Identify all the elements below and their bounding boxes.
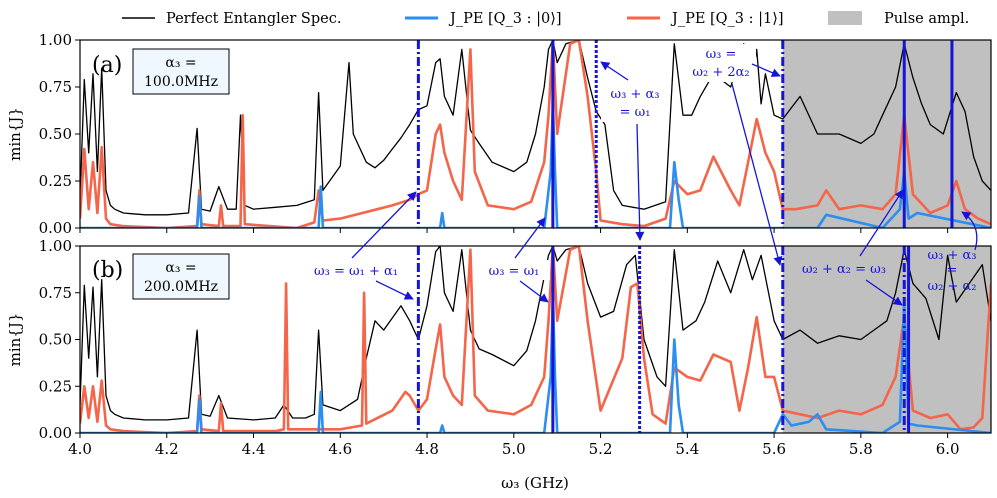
y-tick-label-a-1: 0.25: [39, 172, 72, 190]
annot-a-upper-line2: = ω₁: [620, 105, 651, 120]
x-tick-label-b-7: 5.4: [675, 440, 699, 458]
annot-b-right-text: ω₂ + α₂ = ω₃: [802, 262, 886, 277]
annot-a-right-line2: ω₂ + 2α₂: [692, 65, 749, 80]
annot-a-upper-arrow-2: [635, 123, 645, 241]
y-tick-label-b-4: 1.00: [39, 237, 72, 255]
annot-a-upper-arrow-1: [600, 61, 629, 81]
annot-b-right-bg: [792, 258, 896, 278]
panel-a-labels: (a) α₃ = 100.0MHz: [92, 48, 230, 95]
x-tick-label-b-8: 5.6: [762, 440, 786, 458]
y-axis-label-a: min{J}: [6, 107, 24, 161]
panel-b-labels: (b) α₃ = 200.0MHz: [92, 253, 230, 300]
series-jpe-0-line-b: [80, 291, 991, 433]
y-tick-label-b-1: 0.25: [39, 377, 72, 395]
x-tick-label-b-6: 5.2: [589, 440, 613, 458]
y-tick-label-a-4: 1.00: [39, 31, 72, 49]
annot-b-left-arrow-2: [375, 280, 414, 300]
annot-b-far-line2: =: [947, 263, 958, 278]
x-tick-label-b-10: 6.0: [936, 440, 960, 458]
annot-b-left-bg: [303, 260, 409, 280]
series-jpe-1-line-b: [80, 246, 991, 433]
annot-b-right-arrow-2: [865, 279, 903, 306]
panel-b-alpha-line1: α₃ =: [165, 260, 196, 276]
panel-b-tag: (b): [92, 258, 123, 283]
legend-spec-label: Perfect Entangler Spec.: [166, 11, 341, 27]
x-axis-label: ω₃ (GHz): [501, 474, 569, 492]
panel-a-tag: (a): [92, 53, 122, 78]
annot-b-far-line1: ω₃ + α₃: [928, 248, 977, 263]
panel-b-alpha-box: [132, 253, 230, 300]
y-axis-label-b: min{J}: [6, 313, 24, 367]
annotations: ω₃ + α₃ = ω₁ ω₃ = ω₂ + 2α₂ ω₃ = ω₁ + α₁ …: [303, 44, 978, 306]
panel-a-alpha-line1: α₃ =: [165, 55, 196, 71]
annot-b-left-text: ω₃ = ω₁ + α₁: [314, 264, 398, 279]
y-tick-label-a-3: 0.75: [39, 78, 72, 96]
panel-a-alpha-line2: 100.0MHz: [144, 74, 218, 90]
x-tick-label-b-2: 4.4: [242, 440, 266, 458]
series-jpe-1-line-a: [80, 40, 991, 228]
legend-red-label: J_PE [Q_3 : |1⟩]: [670, 11, 784, 27]
legend-pulse-swatch: [828, 11, 862, 25]
annot-b-mid-arrow-2: [519, 280, 549, 303]
legend-blue-label: J_PE [Q_3 : |0⟩]: [448, 11, 562, 27]
annot-a-right-bg: [686, 44, 756, 82]
pulse-region-a: [782, 40, 991, 228]
annot-b-mid-arrow-1: [514, 217, 546, 259]
y-tick-label-b-0: 0.00: [39, 424, 72, 442]
annot-a-right-line1: ω₃ =: [706, 47, 737, 62]
panel-b-alpha-line2: 200.0MHz: [144, 279, 218, 295]
annot-a-right-arrow-1: [751, 63, 781, 77]
x-tick-label-b-3: 4.6: [328, 440, 352, 458]
annot-b-mid-text: ω₃ = ω₁: [489, 264, 540, 279]
x-tick-label-b-9: 5.8: [849, 440, 873, 458]
y-tick-label-b-3: 0.75: [39, 284, 72, 302]
x-tick-label-b-5: 5.0: [502, 440, 526, 458]
annot-b-right-arrow-1: [859, 189, 904, 257]
annot-a-right-arrow-2: [731, 83, 783, 266]
x-tick-label-b-1: 4.2: [155, 440, 179, 458]
series-spec-line-b: [80, 246, 991, 421]
legend-pulse-label: Pulse ampl.: [884, 11, 969, 27]
legend: Perfect Entangler Spec. J_PE [Q_3 : |0⟩]…: [122, 11, 969, 27]
annot-b-left-arrow-1: [351, 191, 417, 259]
y-tick-label-a-2: 0.50: [39, 125, 72, 143]
annot-b-far-arrow: [961, 211, 978, 251]
annot-b-far-line3: ω₂ + α₂: [928, 279, 977, 294]
annot-a-upper-line1: ω₃ + α₃: [611, 87, 660, 102]
series-spec-line-a: [80, 40, 991, 216]
y-tick-label-a-0: 0.00: [39, 219, 72, 237]
y-tick-label-b-2: 0.50: [39, 331, 72, 349]
annot-b-mid-bg: [478, 260, 550, 280]
panel-a-alpha-box: [132, 48, 230, 95]
x-tick-label-b-0: 4.0: [68, 440, 92, 458]
panel-a: 0.00 0.25 0.50 0.75 1.00 min{J}: [6, 31, 992, 237]
annot-a-upper-bg: [601, 82, 669, 122]
x-tick-label-b-4: 4.8: [415, 440, 439, 458]
